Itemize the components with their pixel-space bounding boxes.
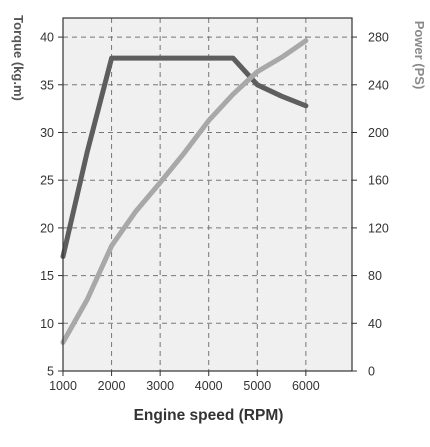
y-left-tick-label: 30	[40, 126, 54, 140]
y-left-tick-label: 25	[40, 174, 54, 188]
series-layer	[60, 38, 309, 345]
y-right-tick-label: 280	[368, 31, 389, 45]
y-right-tick-label: 40	[368, 317, 382, 331]
torque-line	[60, 55, 309, 259]
y-left-tick-label: 5	[47, 365, 54, 379]
x-tick-label: 5000	[243, 379, 271, 393]
y-axis-right-title: Power (PS)	[412, 21, 427, 90]
y-right-tick-label: 200	[368, 126, 389, 140]
y-left-tick-label: 40	[40, 31, 54, 45]
y-left-tick-label: 15	[40, 269, 54, 283]
y-left-tick-label: 20	[40, 221, 54, 235]
y-left-tick-label: 10	[40, 317, 54, 331]
x-tick-label: 2000	[98, 379, 126, 393]
x-tick-label: 3000	[146, 379, 174, 393]
y-left-tick-label: 35	[40, 78, 54, 92]
y-right-tick-label: 80	[368, 269, 382, 283]
y-right-tick-label: 160	[368, 174, 389, 188]
plot-border	[62, 17, 353, 372]
y-right-tick-label: 0	[368, 365, 375, 379]
y-axis-left-title: Torque (kg.m)	[11, 15, 26, 101]
power-line	[60, 38, 309, 345]
x-tick-label: 4000	[195, 379, 223, 393]
y-right-tick-label: 120	[368, 221, 389, 235]
x-tick-label: 6000	[292, 379, 320, 393]
y-right-tick-label: 240	[368, 78, 389, 92]
axis-layer: 1000 2000 3000 4000 5000 6000 5 10 15 20 25 30 35 40 0…	[40, 31, 389, 393]
x-axis-title: Engine speed (RPM)	[134, 407, 284, 424]
x-tick-label: 1000	[49, 379, 77, 393]
grid-layer	[63, 18, 352, 371]
